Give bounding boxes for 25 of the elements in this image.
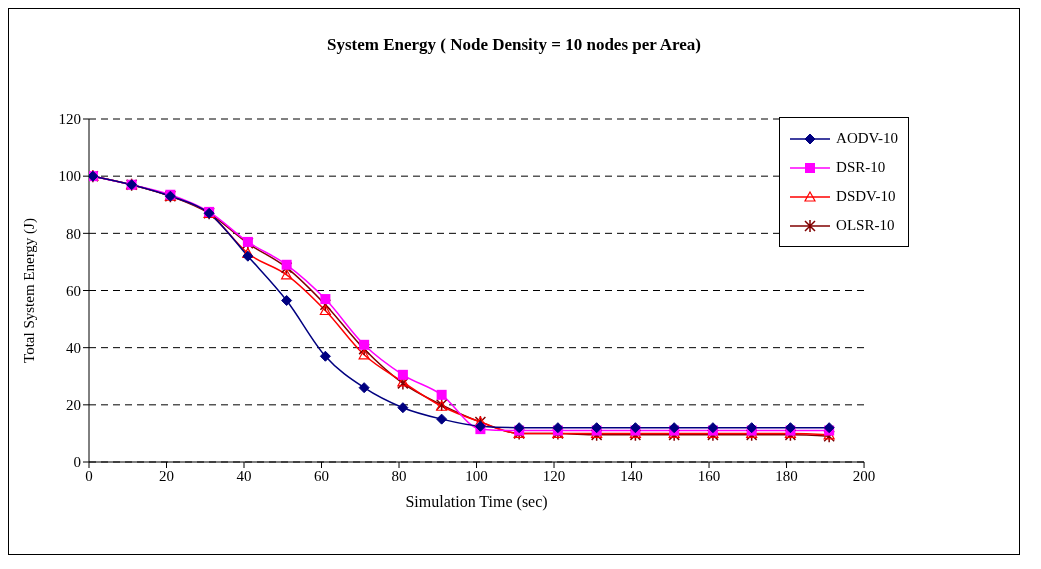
- x-tick-label: 0: [85, 467, 93, 484]
- x-tick-label: 120: [542, 467, 566, 484]
- y-tick-label: 80: [66, 225, 81, 242]
- y-tick-label: 20: [66, 397, 81, 414]
- x-tick-label: 140: [620, 467, 643, 484]
- x-tick-label: 20: [159, 467, 174, 484]
- y-tick-label: 120: [58, 111, 81, 128]
- x-tick-label: 60: [314, 467, 330, 484]
- x-axis-title: Simulation Time (sec): [405, 493, 548, 511]
- chart-title: System Energy ( Node Density = 10 nodes per Area): [325, 35, 703, 55]
- x-tick-label: 80: [391, 467, 407, 484]
- x-tick-label: 200: [852, 467, 876, 484]
- legend-label: OLSR-10: [836, 217, 895, 234]
- y-tick-label: 60: [66, 282, 81, 299]
- y-tick-label: 0: [73, 454, 81, 471]
- y-axis-title: Total System Energy (J): [21, 218, 39, 363]
- y-tick-label: 100: [58, 168, 81, 185]
- x-tick-label: 100: [465, 467, 488, 484]
- legend-label: AODV-10: [836, 130, 898, 147]
- legend-label: DSDV-10: [836, 188, 896, 205]
- x-tick-label: 40: [236, 467, 252, 484]
- legend-label: DSR-10: [836, 159, 886, 176]
- x-tick-label: 160: [697, 467, 721, 484]
- x-tick-label: 180: [775, 467, 798, 484]
- y-tick-label: 40: [66, 339, 81, 356]
